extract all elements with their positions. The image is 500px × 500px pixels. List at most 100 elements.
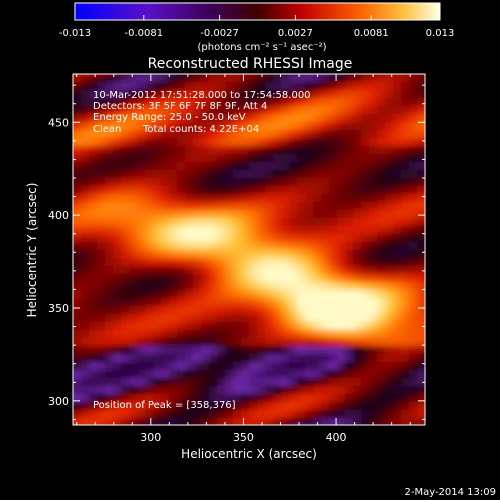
heatmap-cell (153, 410, 162, 419)
heatmap-cell (177, 362, 186, 371)
heatmap-cell (345, 266, 354, 275)
heatmap-cell (97, 322, 106, 331)
heatmap-cell (137, 210, 146, 219)
heatmap-cell (417, 282, 425, 291)
heatmap-cell (337, 114, 346, 123)
heatmap-cell (329, 410, 338, 419)
heatmap-cell (377, 194, 386, 203)
heatmap-cell (145, 418, 154, 425)
heatmap-cell (233, 202, 242, 211)
heatmap-cell (105, 234, 114, 243)
heatmap-cell (337, 130, 346, 139)
heatmap-cell (377, 386, 386, 395)
heatmap-cell (369, 218, 378, 227)
heatmap-cell (153, 346, 162, 355)
heatmap-cell (145, 378, 154, 387)
heatmap-cell (313, 202, 322, 211)
heatmap-cell (377, 250, 386, 259)
heatmap-cell (137, 418, 146, 425)
heatmap-cell (329, 122, 338, 131)
heatmap-cell (249, 162, 258, 171)
heatmap-cell (265, 266, 274, 275)
heatmap-cell (345, 186, 354, 195)
heatmap-cell (425, 154, 434, 163)
heatmap-cell (169, 298, 178, 307)
heatmap-cell (353, 250, 362, 259)
heatmap-cell (241, 402, 250, 411)
heatmap-cell (401, 202, 410, 211)
heatmap-cell (313, 402, 322, 411)
heatmap-cell (425, 98, 434, 107)
heatmap-cell (121, 162, 130, 171)
heatmap-cell (73, 130, 82, 139)
heatmap-cell (265, 130, 274, 139)
heatmap-cell (121, 146, 130, 155)
heatmap-cell (113, 98, 122, 107)
heatmap-cell (401, 410, 410, 419)
heatmap-cell (321, 218, 330, 227)
heatmap-cell (73, 378, 82, 387)
heatmap-cell (289, 266, 298, 275)
heatmap-cell (425, 386, 434, 395)
heatmap-cell (409, 130, 418, 139)
heatmap-cell (329, 306, 338, 315)
heatmap-cell (241, 218, 250, 227)
heatmap-cell (177, 186, 186, 195)
heatmap-cell (297, 378, 306, 387)
heatmap-cell (321, 122, 330, 131)
heatmap-cell (169, 146, 178, 155)
heatmap-cell (113, 146, 122, 155)
heatmap-cell (313, 298, 322, 307)
heatmap-cell (225, 298, 234, 307)
heatmap-cell (185, 322, 194, 331)
heatmap-cell (273, 322, 282, 331)
heatmap-cell (137, 346, 146, 355)
heatmap-cell (105, 250, 114, 259)
heatmap-cell (209, 154, 218, 163)
heatmap-cell (97, 210, 106, 219)
heatmap-cell (161, 266, 170, 275)
heatmap-cell (305, 426, 314, 435)
heatmap-cell (273, 146, 282, 155)
heatmap-cell (281, 122, 290, 131)
heatmap-cell (321, 306, 330, 315)
heatmap-cell (329, 282, 338, 291)
heatmap-cell (233, 122, 242, 131)
heatmap-cell (265, 330, 274, 339)
heatmap-cell (97, 194, 106, 203)
heatmap-cell (305, 282, 314, 291)
heatmap-cell (313, 146, 322, 155)
heatmap-cell (321, 290, 330, 299)
heatmap-cell (313, 234, 322, 243)
heatmap-cell (209, 330, 218, 339)
heatmap-cell (217, 186, 226, 195)
total-counts-text: Total counts: 4.22E+04 (142, 124, 259, 135)
heatmap-cell (345, 202, 354, 211)
heatmap-cell (185, 146, 194, 155)
heatmap-cell (153, 418, 162, 425)
heatmap-cell (281, 274, 290, 283)
heatmap-cell (409, 290, 418, 299)
heatmap-cell (169, 402, 178, 411)
heatmap-cell (105, 298, 114, 307)
heatmap-cell (89, 298, 98, 307)
heatmap-cell (129, 266, 138, 275)
heatmap-cell (329, 114, 338, 123)
heatmap-cell (233, 178, 242, 187)
x-tick-label: 300 (140, 431, 161, 444)
heatmap-cell (217, 74, 226, 83)
heatmap-cell (169, 210, 178, 219)
colorbar-strip (74, 2, 441, 21)
heatmap-cell (409, 362, 418, 371)
heatmap-cell (169, 138, 178, 147)
heatmap-cell (81, 154, 90, 163)
heatmap-cell (337, 410, 346, 419)
heatmap-cell (233, 90, 242, 99)
heatmap-cell (297, 386, 306, 395)
heatmap-cell (241, 346, 250, 355)
heatmap-cell (257, 330, 266, 339)
heatmap-cell (329, 274, 338, 283)
heatmap-cell (241, 194, 250, 203)
heatmap-cell (185, 218, 194, 227)
heatmap-cell (297, 106, 306, 115)
